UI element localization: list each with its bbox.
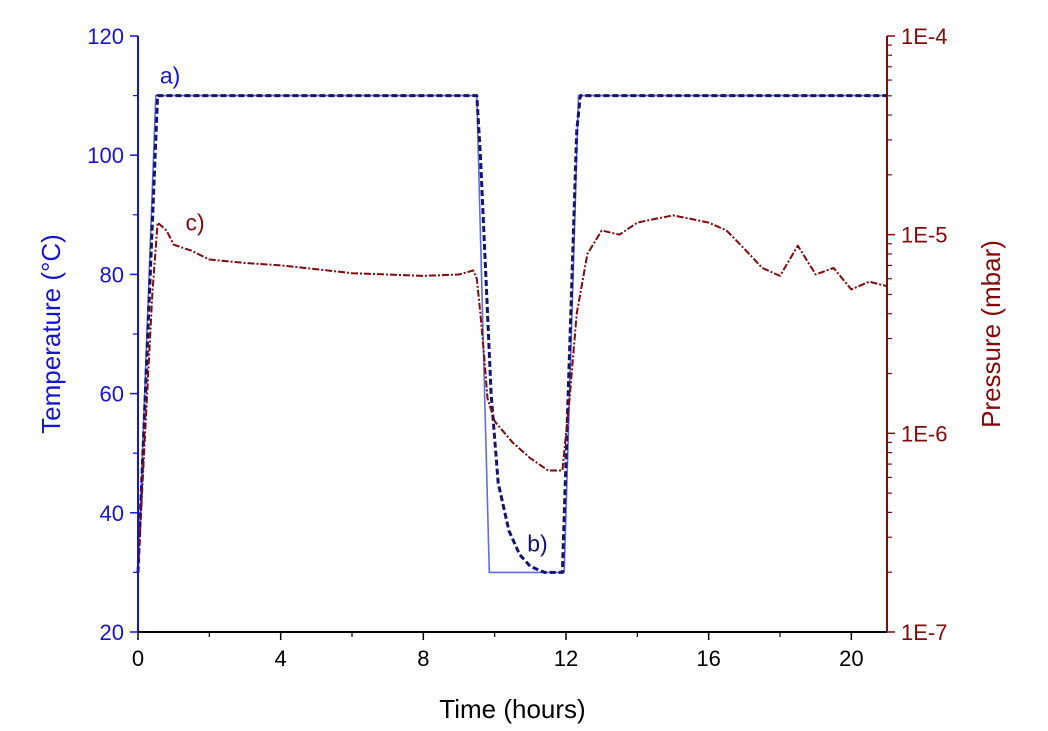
- y-left-axis-title: Temperature (°C): [36, 234, 66, 434]
- series-annotation-label: b): [527, 531, 547, 557]
- series-line-3: [137, 214, 888, 573]
- series-annotation-label: a): [160, 63, 180, 89]
- x-axis-title: Time (hours): [439, 694, 585, 724]
- x-tick-label: 20: [839, 646, 863, 671]
- x-tick-label: 0: [132, 646, 144, 671]
- x-tick-label: 4: [275, 646, 287, 671]
- series-layer: [136, 94, 888, 574]
- y-left-tick-label: 120: [87, 24, 124, 49]
- x-tick-label: 8: [417, 646, 429, 671]
- y-right-tick-label: 1E-4: [901, 24, 947, 49]
- y-left-tick-label: 80: [100, 262, 124, 287]
- annotation-layer: a) b) c): [160, 63, 548, 557]
- y-right-tick-label: 1E-5: [901, 223, 947, 248]
- x-tick-label: 12: [554, 646, 578, 671]
- y-left-tick-label: 20: [100, 620, 124, 645]
- axes-layer: [137, 36, 888, 633]
- series-line-2: [136, 94, 887, 574]
- series-line-1: [137, 94, 887, 574]
- y-right-tick-label: 1E-6: [901, 421, 947, 446]
- series-annotation-label: c): [185, 209, 204, 235]
- y-left-tick-label: 100: [87, 143, 124, 168]
- tick-layer: 0 4 8 12 16 20 20 40 60 80 100 120 1E-7 1E-6 1E-5 1E-4: [87, 24, 947, 671]
- y-left-tick-label: 40: [100, 501, 124, 526]
- x-tick-label: 16: [696, 646, 720, 671]
- y-right-axis-title: Pressure (mbar): [976, 240, 1006, 428]
- y-left-tick-label: 60: [100, 382, 124, 407]
- y-right-tick-label: 1E-7: [901, 620, 947, 645]
